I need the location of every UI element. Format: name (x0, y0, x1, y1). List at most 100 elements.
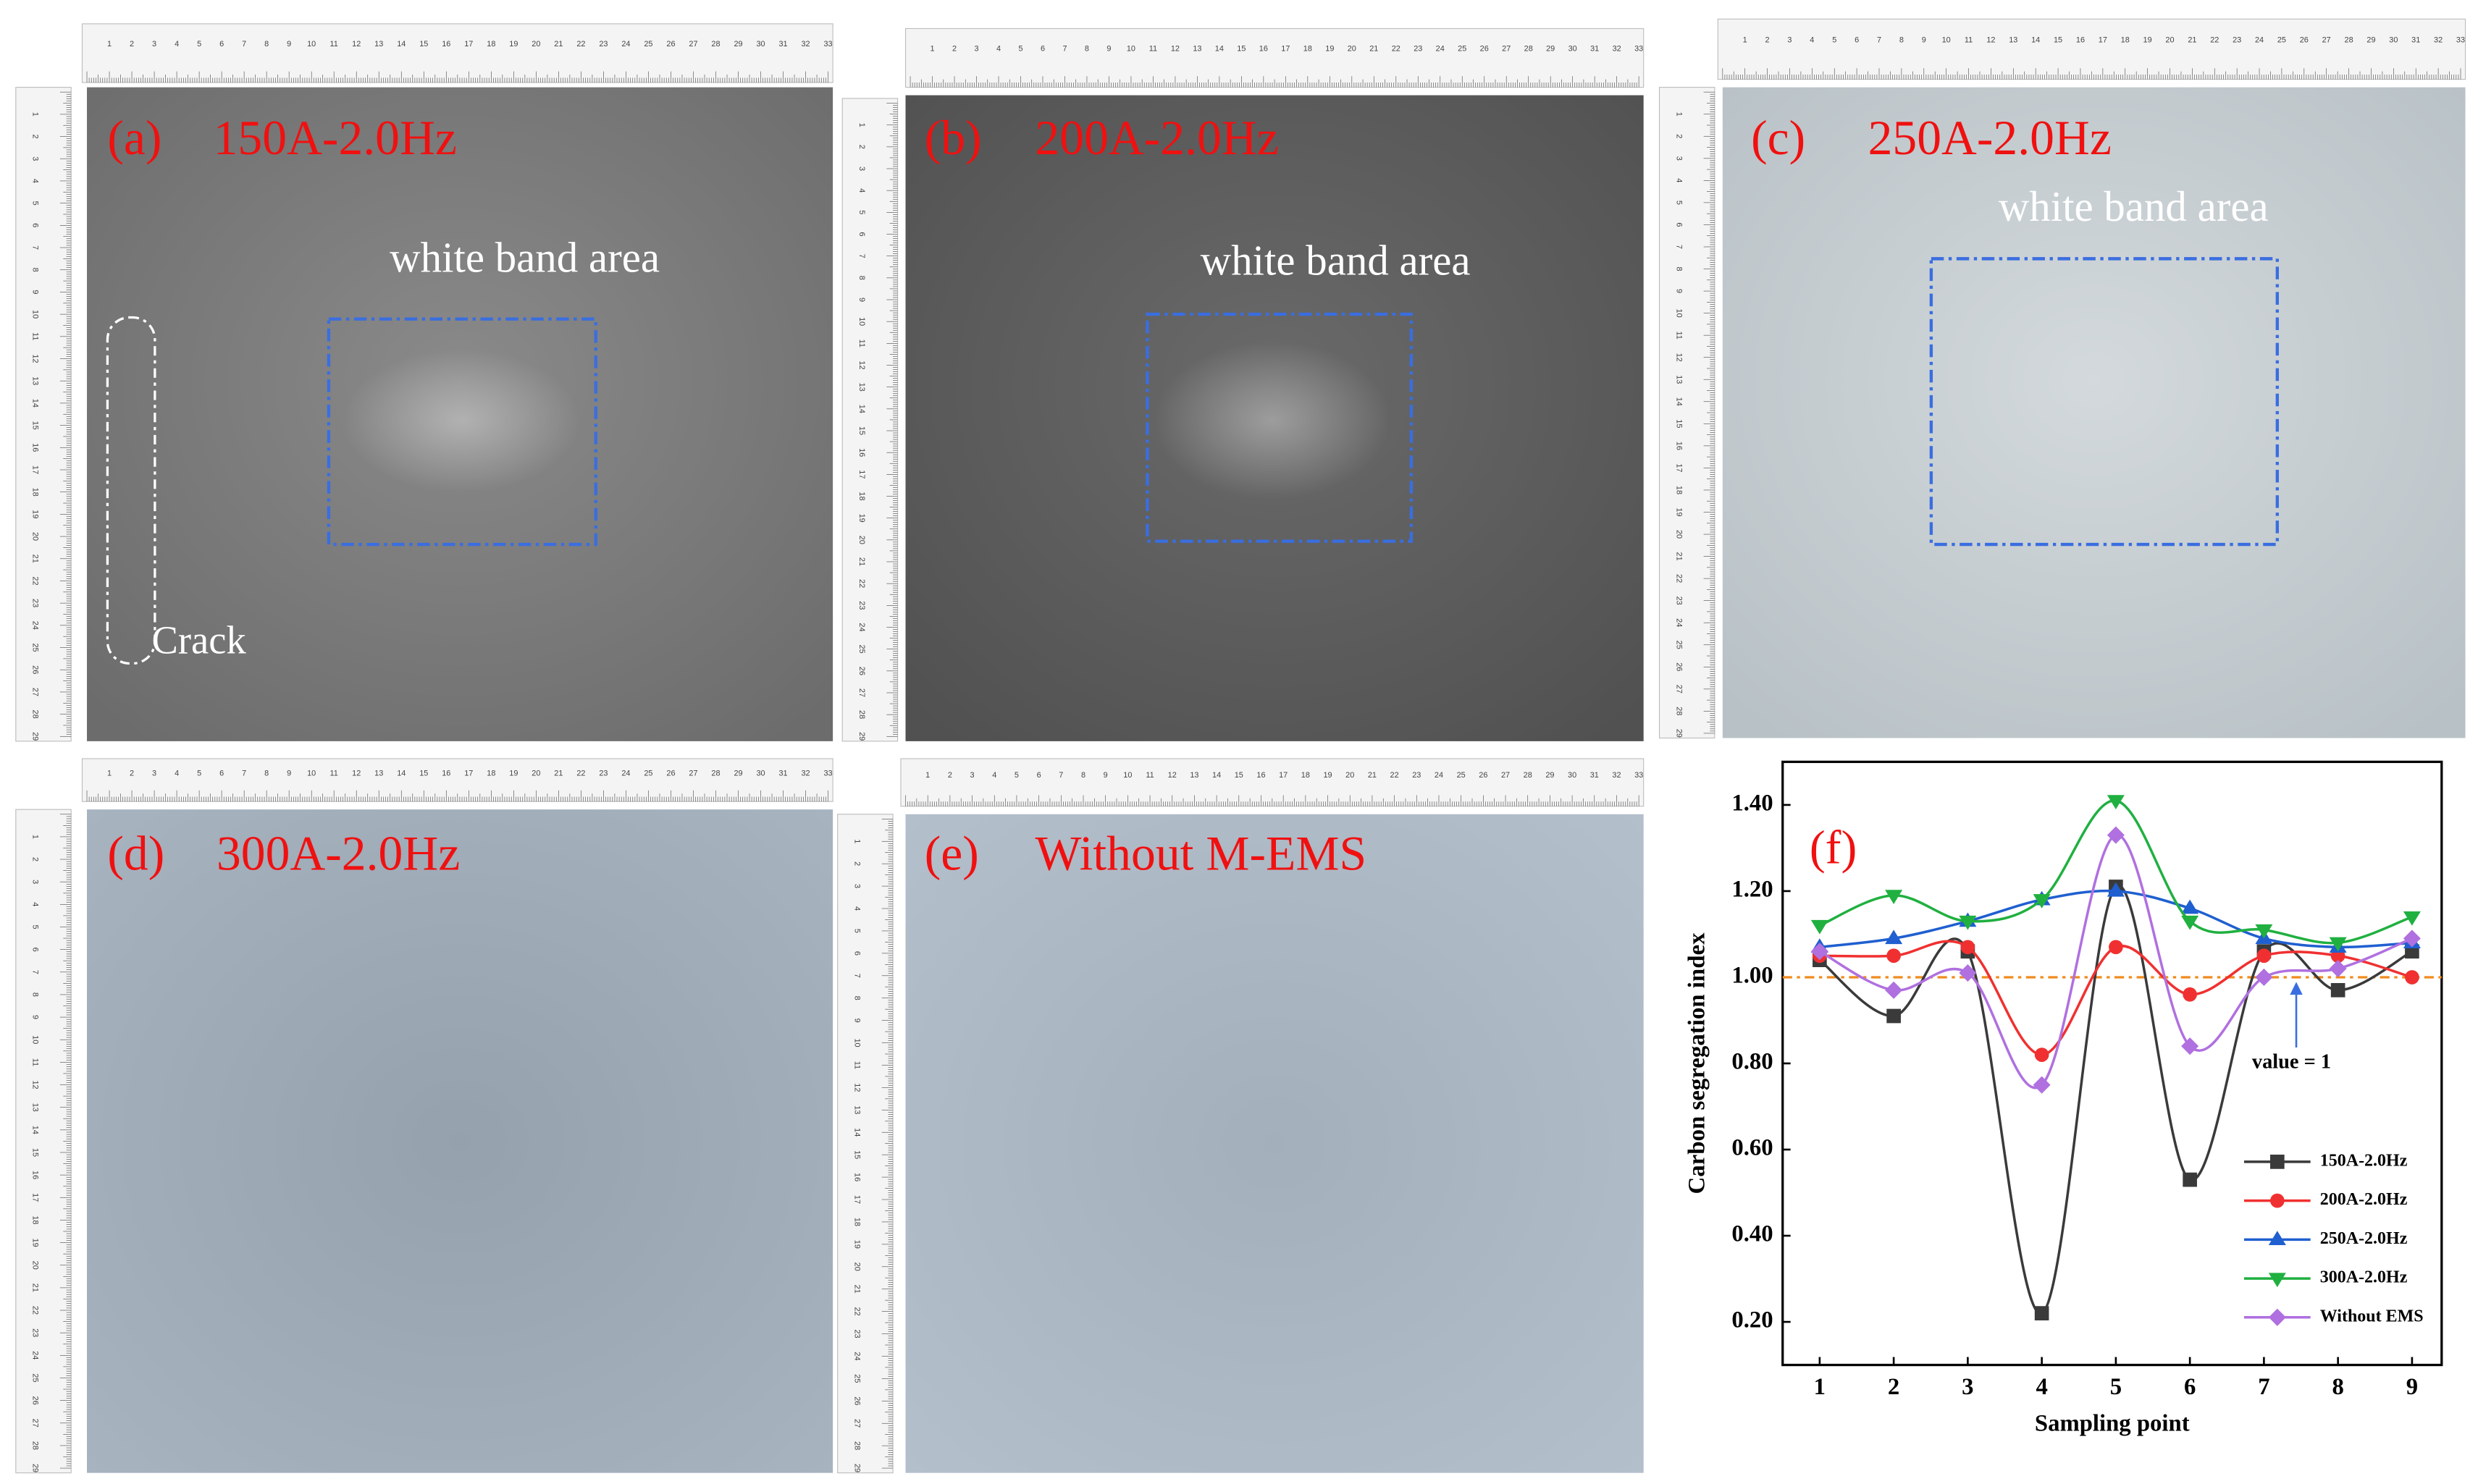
ruler-number: 5 (197, 770, 201, 778)
ruler-number: 22 (1390, 771, 1399, 780)
ruler-number: 13 (2009, 35, 2017, 44)
ruler-number: 9 (1922, 35, 1926, 44)
ruler-number: 9 (1674, 289, 1683, 293)
ruler-number: 19 (31, 1238, 40, 1247)
ruler-number: 8 (853, 996, 862, 1000)
ruler-number: 5 (31, 924, 40, 929)
ruler-number: 13 (1193, 45, 1201, 54)
white-band (1154, 341, 1391, 500)
ruler-number: 2 (857, 145, 866, 149)
marker (2183, 1172, 2197, 1187)
ruler-number: 9 (1106, 45, 1111, 54)
ruler-number: 18 (853, 1218, 862, 1226)
ruler-number: 13 (31, 376, 40, 385)
ruler-number: 27 (857, 688, 866, 697)
ruler-number: 33 (824, 40, 833, 49)
ruler-number: 2 (130, 40, 134, 49)
panel-title: 200A-2.0Hz (1035, 111, 1278, 165)
ruler-number: 5 (1832, 35, 1836, 44)
ruler-number: 18 (487, 770, 495, 778)
ruler-number: 18 (1303, 45, 1312, 54)
ruler-number: 3 (970, 771, 975, 780)
ruler-number: 17 (31, 1193, 40, 1202)
ruler-number: 26 (31, 665, 40, 674)
ruler-number: 30 (1568, 45, 1577, 54)
marker (1959, 915, 1977, 930)
ruler (15, 809, 72, 1474)
marker (2183, 987, 2197, 1002)
ruler-number: 23 (599, 40, 608, 49)
ruler-number: 20 (31, 1261, 40, 1270)
panel-label: (c) (1751, 111, 1805, 165)
ruler-number: 22 (2210, 35, 2219, 44)
ruler-number: 12 (31, 1080, 40, 1089)
ruler-number: 8 (1085, 45, 1089, 54)
ruler-number: 6 (1037, 771, 1041, 780)
marker (1959, 964, 1977, 982)
ruler-number: 7 (853, 974, 862, 978)
ruler-number: 33 (824, 770, 833, 778)
ruler-number: 1 (31, 112, 40, 117)
ruler-number: 27 (1674, 685, 1683, 693)
ruler-number: 6 (1041, 45, 1045, 54)
ruler-number: 19 (853, 1240, 862, 1249)
ruler-number: 6 (219, 40, 224, 49)
ruler-number: 23 (853, 1329, 862, 1338)
ruler-number: 8 (1674, 266, 1683, 271)
y-tick-label: 1.40 (1731, 790, 1773, 816)
ruler-number: 17 (853, 1195, 862, 1204)
ruler (1717, 18, 2466, 80)
ruler-number: 22 (853, 1307, 862, 1316)
marker (2255, 924, 2273, 939)
ruler-number: 18 (1301, 771, 1310, 780)
legend-label: Without EMS (2320, 1307, 2424, 1325)
ruler-number: 16 (442, 40, 450, 49)
ruler-number: 11 (1149, 45, 1157, 54)
ruler-number: 22 (576, 770, 585, 778)
ruler-number: 7 (242, 770, 246, 778)
ruler-number: 27 (1502, 45, 1511, 54)
ruler-number: 11 (31, 1058, 40, 1066)
ruler-number: 19 (857, 514, 866, 523)
ruler-number: 2 (952, 45, 957, 54)
ruler-number: 32 (801, 770, 810, 778)
ruler-number: 16 (1256, 771, 1265, 780)
ruler-number: 29 (2366, 35, 2375, 44)
ruler-number: 7 (857, 254, 866, 258)
ruler-number: 24 (31, 621, 40, 630)
x-tick-label: 3 (1962, 1374, 1973, 1400)
ruler-number: 15 (31, 1148, 40, 1157)
ruler-number: 26 (31, 1396, 40, 1405)
ruler-number: 17 (2099, 35, 2107, 44)
ruler-number: 25 (1674, 641, 1683, 649)
ruler-number: 26 (666, 40, 675, 49)
x-tick-label: 1 (1814, 1374, 1826, 1400)
ruler-number: 26 (1480, 45, 1489, 54)
ruler-number: 2 (130, 770, 134, 778)
ruler-number: 15 (31, 421, 40, 430)
ruler-number: 8 (264, 40, 269, 49)
ruler-number: 15 (419, 40, 428, 49)
ruler-number: 3 (853, 884, 862, 888)
ruler-number: 16 (2076, 35, 2085, 44)
ruler-number: 9 (1104, 771, 1108, 780)
ruler-number: 11 (330, 40, 338, 49)
marker (1885, 929, 1903, 945)
ruler-number: 1 (853, 839, 862, 843)
ruler-number: 15 (853, 1150, 862, 1159)
ruler-number: 16 (1674, 442, 1683, 450)
legend-marker (2270, 1155, 2285, 1169)
ruler-number: 28 (31, 1441, 40, 1450)
ruler-number: 33 (2456, 35, 2465, 44)
marker (2033, 894, 2051, 908)
ruler-number: 20 (857, 536, 866, 544)
ruler-number: 27 (31, 1419, 40, 1428)
ruler-number: 15 (419, 770, 428, 778)
ruler-number: 20 (532, 40, 540, 49)
ruler-number: 10 (307, 40, 316, 49)
ruler-number: 24 (1674, 618, 1683, 627)
ruler-number: 6 (31, 223, 40, 227)
x-tick-label: 6 (2184, 1374, 2196, 1400)
ruler-number: 14 (853, 1128, 862, 1137)
ruler-number: 8 (31, 992, 40, 997)
